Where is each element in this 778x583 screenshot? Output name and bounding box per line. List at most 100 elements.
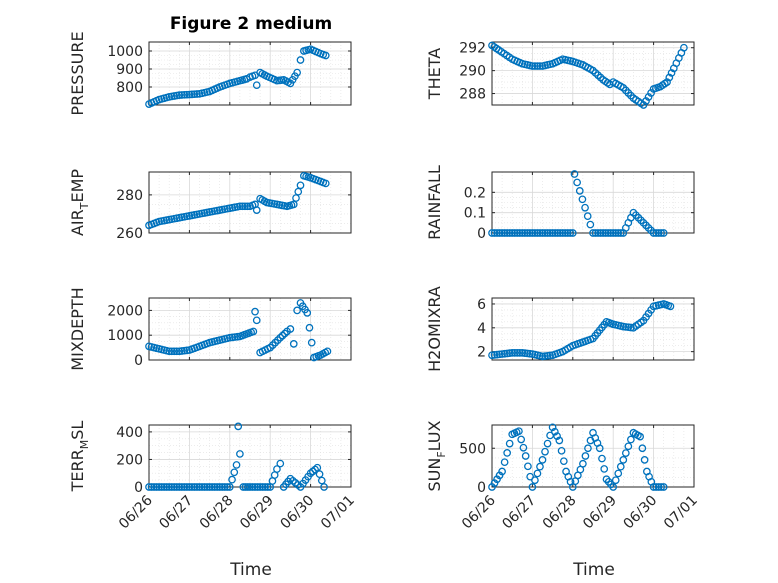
data-point <box>521 452 530 460</box>
data-point <box>160 483 168 491</box>
data-point <box>251 483 259 491</box>
series-markers <box>145 422 328 491</box>
y-tick-label: 2 <box>477 345 486 361</box>
data-point <box>573 178 581 187</box>
y-axis-label-main: TERR <box>68 449 87 492</box>
data-point <box>663 78 671 86</box>
data-point <box>321 51 330 60</box>
data-point <box>609 483 618 491</box>
data-point <box>165 347 174 356</box>
data-point <box>180 483 189 491</box>
data-point <box>581 203 589 212</box>
data-point <box>556 229 565 237</box>
y-axis-label-subscript: T <box>78 202 91 210</box>
data-point <box>246 483 254 491</box>
data-point <box>657 483 666 491</box>
series-markers <box>145 299 332 362</box>
data-point <box>551 229 559 237</box>
y-axis-label-subscript: M <box>78 440 91 450</box>
data-point <box>528 229 537 237</box>
data-point <box>510 229 519 237</box>
data-point <box>321 179 330 188</box>
y-tick-label: 0.2 <box>464 185 486 201</box>
data-point <box>666 302 675 311</box>
data-point <box>517 435 526 444</box>
data-point <box>170 347 179 356</box>
data-point <box>251 307 259 316</box>
data-point <box>183 483 191 491</box>
data-point <box>273 465 281 473</box>
data-point <box>225 483 234 491</box>
axes-box <box>148 297 352 361</box>
data-point <box>261 483 269 491</box>
axes-box <box>491 424 695 488</box>
data-point <box>172 347 181 356</box>
data-point <box>524 462 532 471</box>
data-point <box>170 483 179 491</box>
data-point <box>665 73 674 82</box>
data-point <box>546 431 554 440</box>
data-point <box>604 229 613 237</box>
data-point <box>276 333 285 342</box>
y-tick-label: 0 <box>477 226 486 242</box>
data-point <box>515 229 524 237</box>
axes-box <box>148 424 352 488</box>
x-axis-label-right: Time <box>572 560 615 580</box>
series-markers <box>488 170 668 237</box>
data-point <box>185 90 194 99</box>
data-point <box>649 229 658 237</box>
data-point <box>558 229 567 237</box>
data-point <box>305 323 314 332</box>
data-point <box>584 444 592 453</box>
y-axis-label: PRESSURE <box>68 31 87 115</box>
data-point <box>228 475 236 484</box>
data-point <box>162 483 171 491</box>
data-point <box>500 458 509 467</box>
data-point <box>215 483 224 491</box>
data-point <box>568 229 577 237</box>
data-point <box>323 347 332 356</box>
data-point <box>657 229 666 237</box>
data-point <box>490 229 499 237</box>
data-point <box>243 483 252 491</box>
data-point <box>654 229 663 237</box>
data-point <box>167 483 176 491</box>
data-point <box>175 91 184 99</box>
data-point <box>220 483 229 491</box>
y-axis-label-tail: SL <box>68 421 87 440</box>
data-point <box>252 206 261 214</box>
data-point <box>553 229 562 237</box>
axes-box <box>491 297 695 361</box>
subplot-pressure: 800 900 1000 PRESSURE <box>68 31 352 116</box>
data-point <box>286 325 295 333</box>
data-point <box>596 229 605 237</box>
y-tick-label: 800 <box>116 80 143 96</box>
y-tick-label: 400 <box>116 425 143 441</box>
data-point <box>306 469 315 478</box>
data-point <box>614 229 623 237</box>
data-point <box>152 483 161 491</box>
data-point <box>638 444 647 453</box>
data-point <box>503 449 511 457</box>
data-point <box>541 229 549 237</box>
data-point <box>193 483 201 491</box>
data-point <box>667 69 676 77</box>
data-point <box>548 423 557 432</box>
y-axis-label-main: THETA <box>425 48 444 100</box>
data-point <box>195 483 204 491</box>
data-point <box>533 469 542 478</box>
data-point <box>523 229 532 237</box>
data-point <box>263 483 272 491</box>
data-point <box>508 348 517 357</box>
data-point <box>488 229 496 237</box>
data-point <box>198 483 206 491</box>
data-point <box>243 202 252 211</box>
axes-box <box>491 41 695 106</box>
data-point <box>599 229 607 237</box>
data-point <box>640 456 649 464</box>
data-point <box>561 229 570 237</box>
data-point <box>315 470 324 478</box>
data-point <box>313 463 322 472</box>
data-point <box>546 229 554 237</box>
y-axis-label: TERRMSL <box>68 421 91 493</box>
